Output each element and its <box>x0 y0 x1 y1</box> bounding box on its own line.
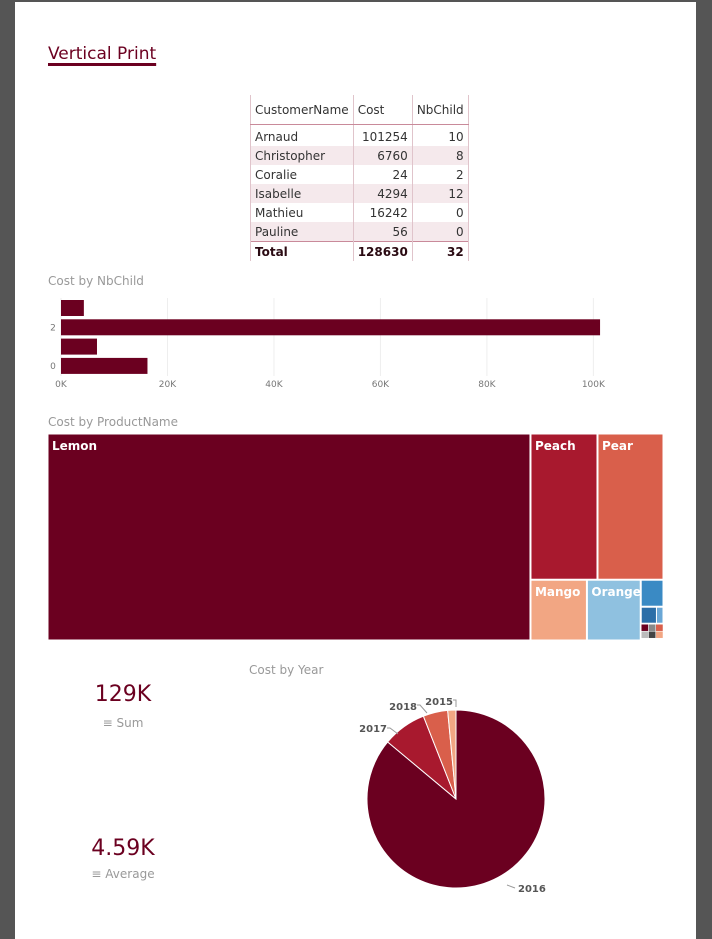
cell-customer: Arnaud <box>250 124 354 146</box>
treemap-tile-label: Peach <box>535 439 576 453</box>
treemap-tile[interactable] <box>640 579 663 607</box>
treemap-tile[interactable] <box>648 630 656 639</box>
x-tick-label: 0K <box>55 380 68 390</box>
pie-slice-label: 2016 <box>518 884 546 895</box>
cell-customer: Coralie <box>250 165 354 184</box>
cell-total-nbchild: 32 <box>412 241 469 261</box>
bar-chart-title: Cost by NbChild <box>48 274 144 288</box>
cell-nbchild: 0 <box>412 203 469 222</box>
pie-leader-line <box>387 727 399 735</box>
list-icon: ≡ <box>91 867 102 881</box>
x-tick-label: 80K <box>478 380 496 390</box>
bar[interactable] <box>61 338 97 355</box>
pie-slice[interactable] <box>447 709 457 800</box>
list-icon: ≡ <box>102 716 113 730</box>
cell-cost: 16242 <box>353 203 413 222</box>
treemap-tile[interactable] <box>597 434 663 580</box>
pie-leader-line <box>453 699 457 707</box>
table-row: Arnaud 101254 10 <box>250 124 469 146</box>
table-row: Christopher 6760 8 <box>250 146 469 165</box>
pie-chart-title: Cost by Year <box>249 663 324 677</box>
cell-cost: 56 <box>353 222 413 242</box>
treemap-tile-label: Lemon <box>52 439 97 453</box>
treemap-title: Cost by ProductName <box>48 415 178 429</box>
cell-nbchild: 8 <box>412 146 469 165</box>
cell-cost: 24 <box>353 165 413 184</box>
report-page: Vertical Print CustomerName Cost NbChild… <box>15 2 696 939</box>
x-tick-label: 20K <box>159 380 177 390</box>
pie-leader-line <box>506 884 516 889</box>
column-header-customername[interactable]: CustomerName <box>250 95 354 125</box>
cell-cost: 6760 <box>353 146 413 165</box>
cell-cost: 101254 <box>353 124 413 146</box>
cell-total-cost: 128630 <box>353 241 413 261</box>
table-row: Coralie 24 2 <box>250 165 469 184</box>
bar[interactable] <box>61 357 148 374</box>
pie-slice-label: 2018 <box>389 702 417 713</box>
customer-table: CustomerName Cost NbChild Arnaud 101254 … <box>250 95 469 261</box>
cell-cost: 4294 <box>353 184 413 203</box>
x-tick-label: 100K <box>582 380 606 390</box>
bar-chart[interactable]: 0K 20K 40K 60K 80K 100K 2 0 <box>45 294 655 394</box>
cell-nbchild: 2 <box>412 165 469 184</box>
treemap-tile[interactable] <box>640 623 649 632</box>
treemap-tile[interactable] <box>640 630 649 639</box>
average-card-label: ≡ Average <box>91 867 155 881</box>
pie-slice-label: 2017 <box>359 724 387 735</box>
cell-customer: Isabelle <box>250 184 354 203</box>
pie-slice-label: 2015 <box>425 697 453 708</box>
treemap-tile[interactable] <box>48 434 531 640</box>
cell-total-label: Total <box>250 241 354 261</box>
treemap-tile[interactable] <box>655 630 663 639</box>
sum-card-label: ≡ Sum <box>102 716 144 730</box>
treemap-tile[interactable] <box>648 623 656 632</box>
x-tick-label: 60K <box>372 380 390 390</box>
page-title: Vertical Print <box>48 44 157 64</box>
column-header-cost[interactable]: Cost <box>353 95 413 125</box>
table-row: Pauline 56 0 <box>250 222 469 242</box>
treemap-tile[interactable] <box>640 606 657 624</box>
table-total-row: Total 128630 32 <box>250 241 469 261</box>
treemap-tile-label: Mango <box>535 585 580 599</box>
sum-card-value: 129K <box>94 682 152 707</box>
y-tick-label: 0 <box>50 362 56 372</box>
table-row: Mathieu 16242 0 <box>250 203 469 222</box>
cell-customer: Mathieu <box>250 203 354 222</box>
treemap-tile[interactable] <box>586 579 641 640</box>
column-header-nbchild[interactable]: NbChild <box>412 95 469 125</box>
treemap-tile-label: Pear <box>602 439 633 453</box>
average-card-value: 4.59K <box>91 836 155 861</box>
cell-nbchild: 12 <box>412 184 469 203</box>
x-tick-label: 40K <box>265 380 283 390</box>
table-row: Isabelle 4294 12 <box>250 184 469 203</box>
cell-nbchild: 0 <box>412 222 469 242</box>
pie-leader-line <box>417 704 428 714</box>
treemap-tile[interactable] <box>530 434 598 580</box>
treemap-tile[interactable] <box>655 606 663 624</box>
table-header-row: CustomerName Cost NbChild <box>250 95 469 125</box>
cell-customer: Pauline <box>250 222 354 242</box>
treemap-tile[interactable] <box>655 623 663 632</box>
cell-customer: Christopher <box>250 146 354 165</box>
bar[interactable] <box>61 319 601 336</box>
treemap-chart[interactable]: Lemon Peach Pear Mango Orange <box>48 434 663 640</box>
cell-nbchild: 10 <box>412 124 469 146</box>
bar[interactable] <box>61 300 84 316</box>
y-tick-label: 2 <box>50 323 56 333</box>
treemap-tile-label: Orange <box>591 585 641 599</box>
